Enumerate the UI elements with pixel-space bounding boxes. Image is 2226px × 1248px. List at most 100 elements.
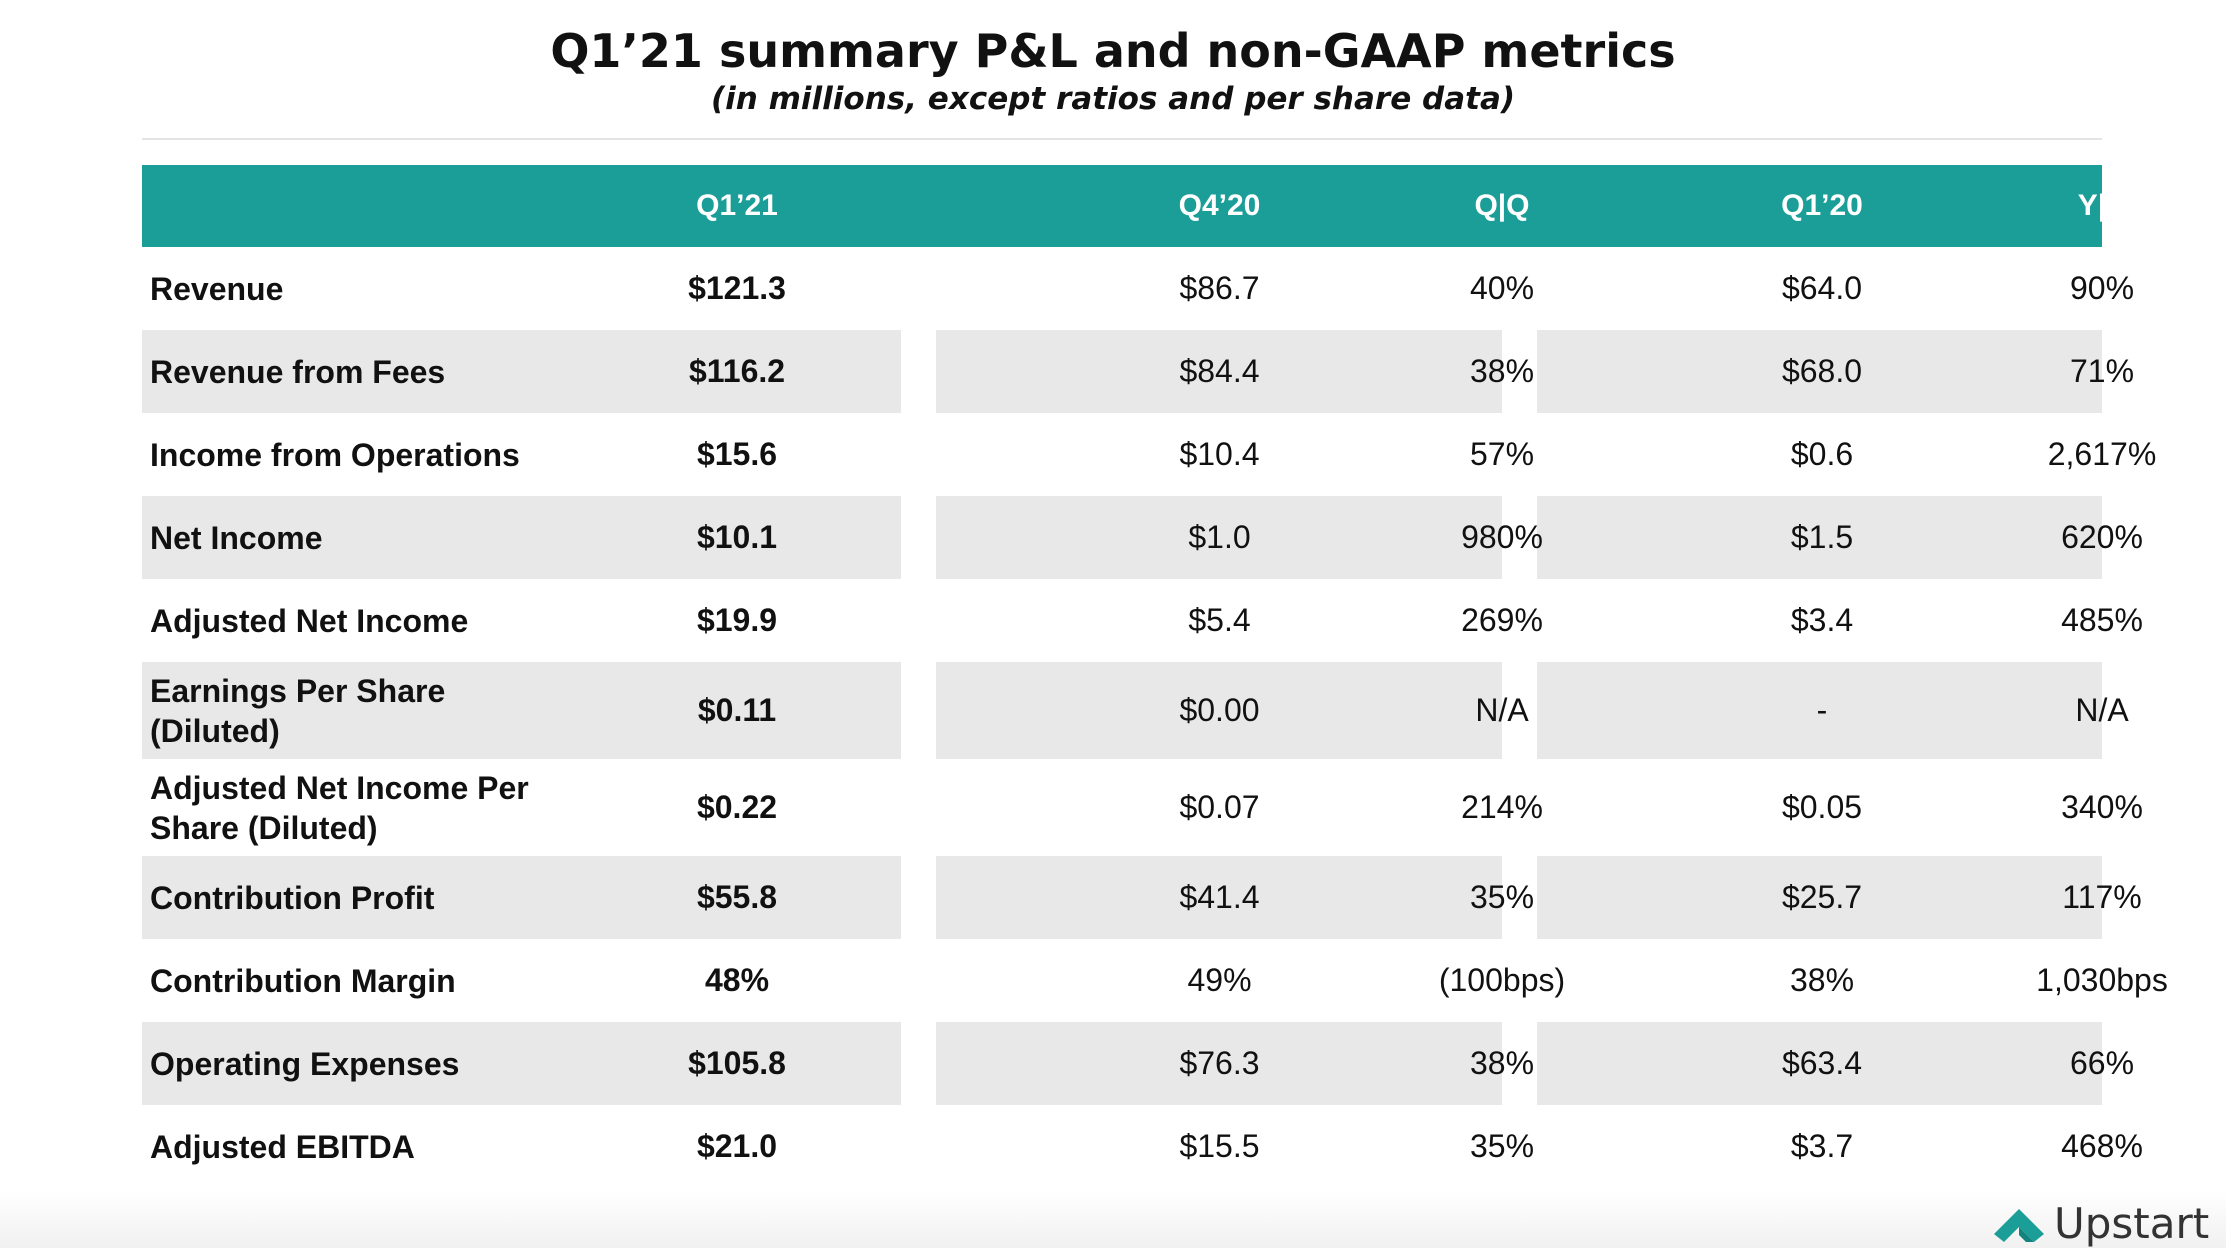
upstart-logo-icon: [1994, 1209, 2044, 1242]
title-divider: [142, 138, 2102, 140]
cell-q1-20: -: [1816, 692, 1828, 728]
cell-q4-20: $84.4: [1179, 353, 1260, 389]
cell-qq: 57%: [1469, 436, 1535, 472]
cell-q1-20: $63.4: [1781, 1045, 1863, 1081]
cell-q4-20: $86.7: [1179, 270, 1260, 306]
footer-band: [0, 1190, 2226, 1248]
row-shading: [936, 330, 1502, 413]
cell-qq: 38%: [1469, 1045, 1535, 1081]
column-header-q1-21: Q1’21: [696, 189, 778, 222]
row-label: Adjusted Net Income: [150, 602, 469, 639]
column-header-q4-20: Q4’20: [1178, 189, 1261, 222]
row-label: Earnings Per Share (Diluted): [150, 672, 446, 749]
cell-q4-20: $1.0: [1188, 519, 1251, 555]
cell-qq: 35%: [1469, 1128, 1535, 1164]
cell-yy: 117%: [2062, 879, 2142, 915]
cell-yy: 90%: [2069, 270, 2135, 306]
row-label: Revenue from Fees: [150, 353, 446, 390]
cell-q1-21: $19.9: [696, 602, 778, 638]
cell-q1-21: $0.22: [696, 789, 778, 825]
cell-q1-21: $21.0: [696, 1128, 778, 1164]
row-shading: [142, 330, 901, 413]
cell-qq: 269%: [1461, 602, 1543, 638]
row-label: Contribution Margin: [150, 962, 456, 999]
cell-q4-20: $5.4: [1188, 602, 1251, 638]
cell-yy: 340%: [2061, 789, 2143, 825]
cell-q4-20: $15.5: [1179, 1128, 1260, 1164]
cell-q4-20: $41.4: [1179, 879, 1260, 915]
table-row: Income from Operations $15.6 $10.4 57% $0.6 2…: [142, 413, 2156, 496]
cell-yy: 1,030bps: [2036, 962, 2168, 998]
cell-q1-21: $105.8: [688, 1045, 786, 1081]
cell-yy: 620%: [2061, 519, 2143, 555]
cell-q1-20: $64.0: [1781, 270, 1863, 306]
row-label: Net Income: [150, 519, 323, 556]
table-row: Adjusted EBITDA $21.0 $15.5 35% $3.7 468%: [142, 1105, 2143, 1188]
logo-text: Upstart: [2054, 1199, 2210, 1248]
row-shading: [142, 856, 901, 939]
row-shading: [936, 662, 1502, 759]
cell-qq: 214%: [1461, 789, 1543, 825]
row-shading: [142, 1022, 901, 1105]
cell-q1-21: $0.11: [697, 692, 777, 728]
row-shading: [1537, 662, 2102, 759]
table-body: Revenue $121.3 $86.7 40% $64.0 90% Revenue fro…: [142, 247, 2168, 1188]
row-shading: [1537, 1022, 2102, 1105]
row-shading: [142, 496, 901, 579]
upstart-logo: Upstart: [1990, 1200, 2209, 1248]
cell-qq: 35%: [1469, 879, 1535, 915]
cell-q1-20: $0.05: [1781, 789, 1863, 825]
cell-q4-20: 49%: [1187, 962, 1252, 998]
cell-yy: 66%: [2069, 1045, 2135, 1081]
page-title: Q1’21 summary P&L and non-GAAP metrics: [550, 24, 1676, 78]
table-row: Adjusted Net Income $19.9 $5.4 269% $3.4 485%: [142, 579, 2143, 662]
row-shading: [1537, 856, 2102, 939]
cell-q1-21: $15.6: [696, 436, 778, 472]
cell-yy: N/A: [2075, 692, 2129, 728]
column-header-yy: Y|Y: [2077, 189, 2127, 222]
cell-q4-20: $10.4: [1179, 436, 1260, 472]
row-label: Operating Expenses: [150, 1045, 460, 1082]
cell-q4-20: $76.3: [1179, 1045, 1260, 1081]
row-shading: [936, 856, 1502, 939]
cell-q1-20: $68.0: [1781, 353, 1863, 389]
cell-q1-21: $116.2: [688, 353, 786, 389]
row-label: Revenue: [150, 270, 284, 307]
table-row: Adjusted Net Income Per Share (Diluted) $…: [142, 759, 2143, 856]
row-shading: [1537, 496, 2102, 579]
cell-yy: 71%: [2069, 353, 2135, 389]
cell-q1-21: $55.8: [696, 879, 778, 915]
column-header-qq: Q|Q: [1474, 189, 1530, 222]
row-shading: [936, 496, 1502, 579]
cell-qq: (100bps): [1438, 962, 1566, 998]
cell-q1-21: 48%: [704, 962, 770, 998]
cell-q1-21: $121.3: [688, 270, 786, 306]
page-subtitle: (in millions, except ratios and per shar…: [710, 81, 1516, 117]
cell-q1-20: $3.4: [1790, 602, 1854, 638]
cell-q1-20: 38%: [1789, 962, 1855, 998]
column-header-q1-20: Q1’20: [1781, 189, 1863, 222]
row-shading: [1537, 330, 2102, 413]
table-row: Contribution Profit $55.8 $41.4 35% $25.7 117…: [142, 856, 2142, 939]
cell-yy: 2,617%: [2047, 436, 2157, 472]
row-label: Adjusted EBITDA: [150, 1128, 415, 1165]
table-row: Operating Expenses $105.8 $76.3 38% $63.4 66%: [142, 1022, 2134, 1105]
table-row: Contribution Margin 48% 49% (100bps) 38% 1,03…: [142, 939, 2168, 1022]
cell-q4-20: $0.00: [1179, 692, 1260, 728]
row-label: Adjusted Net Income Per Share (Diluted): [150, 769, 529, 846]
cell-yy: 468%: [2061, 1128, 2143, 1164]
cell-q1-20: $3.7: [1790, 1128, 1854, 1164]
cell-q1-20: $1.5: [1790, 519, 1854, 555]
cell-qq: 980%: [1461, 519, 1543, 555]
table-row: Earnings Per Share (Diluted) $0.11 $0.00 N/…: [142, 662, 2129, 759]
table-row: Net Income $10.1 $1.0 980% $1.5 620%: [142, 496, 2143, 579]
cell-q1-20: $0.6: [1790, 436, 1854, 472]
cell-q1-20: $25.7: [1781, 879, 1863, 915]
cell-qq: 38%: [1469, 353, 1535, 389]
cell-q4-20: $0.07: [1179, 789, 1260, 825]
cell-qq: N/A: [1475, 692, 1529, 728]
row-shading: [936, 1022, 1502, 1105]
metrics-table: Q1’21 Q4’20 Q|Q Q1’20 Y|Y Revenue $121.3 $…: [142, 165, 2168, 1188]
row-shading: [142, 662, 901, 759]
table-row: Revenue from Fees $116.2 $84.4 38% $68.0 71%: [142, 330, 2134, 413]
